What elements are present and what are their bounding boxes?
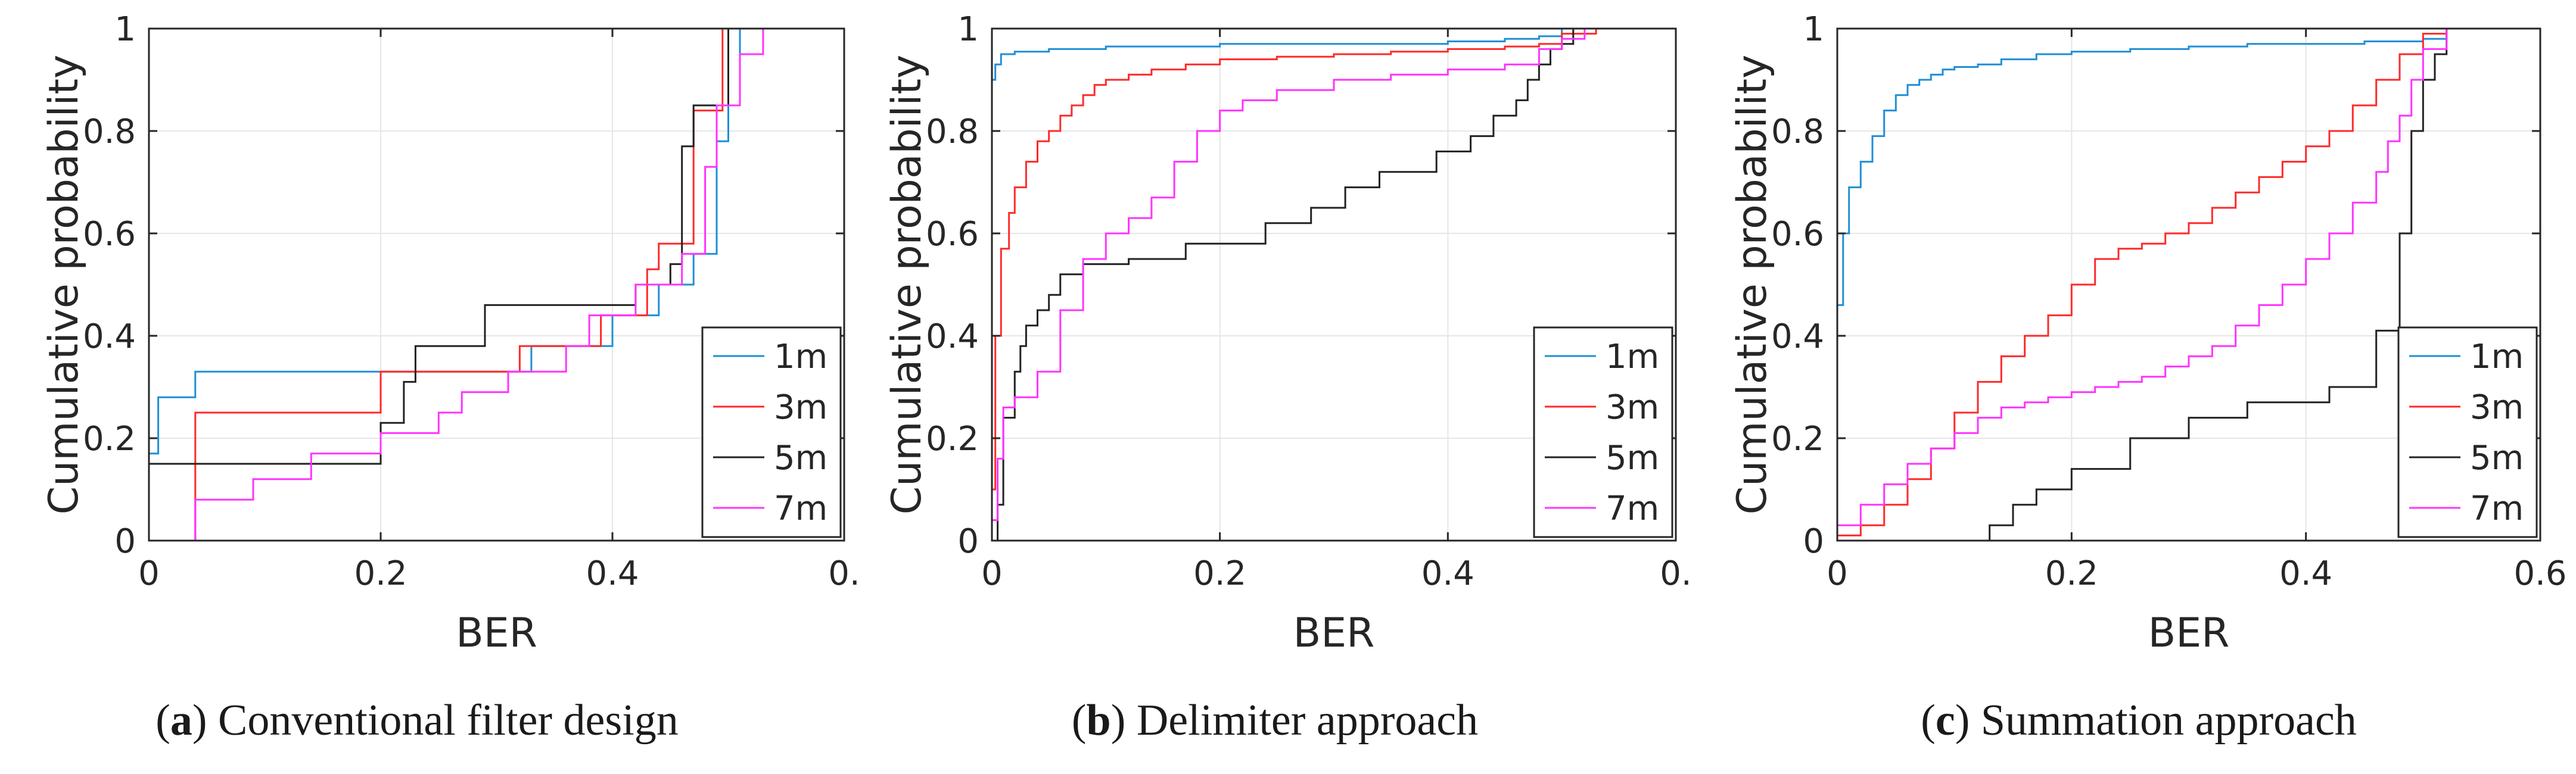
legend-label-3m: 3m [1606, 388, 1659, 427]
caption-c-letter: c [1935, 696, 1955, 745]
legend-label-5m: 5m [2470, 439, 2524, 477]
y-tick-label: 1 [1803, 10, 1824, 49]
legend-b [1533, 326, 1673, 538]
y-tick-label: 0.6 [83, 215, 136, 254]
x-tick-label: 0.6 [2513, 554, 2566, 593]
x-axis-label-c: BER [2148, 610, 2230, 657]
legend-label-3m: 3m [774, 388, 827, 427]
y-tick-label: 0.8 [926, 113, 979, 151]
x-tick-label: 0.4 [1421, 554, 1474, 593]
x-tick-label: 0. [1660, 554, 1691, 593]
legend-label-5m: 5m [774, 439, 827, 477]
y-tick-label: 0.4 [926, 317, 979, 356]
series-line-3m [154, 27, 763, 542]
caption-b-text: ) Delimiter approach [1110, 696, 1479, 745]
caption-c-text: ) Summation approach [1955, 696, 2357, 745]
y-axis-label-a: Cumulative probability [41, 55, 88, 515]
y-axis-label-b: Cumulative probability [883, 55, 931, 515]
x-tick-label: 0 [138, 554, 160, 593]
series-line-5m [992, 27, 1585, 542]
legend-a [701, 326, 842, 538]
series-line-3m [992, 29, 1597, 491]
series-line-7m [149, 29, 764, 542]
y-tick-label: 0.6 [926, 215, 979, 254]
axes-box-a [148, 27, 845, 542]
x-axis-label-a: BER [456, 610, 537, 657]
x-tick-label: 0.2 [2045, 554, 2098, 593]
legend-label-7m: 7m [2470, 489, 2524, 528]
y-tick-label: 0 [114, 522, 136, 561]
y-tick-label: 0.2 [1771, 420, 1824, 458]
y-tick-label: 0 [957, 522, 979, 561]
x-axis-label-b: BER [1293, 610, 1375, 657]
x-tick-label: 0.4 [2279, 554, 2332, 593]
series-line-7m [1837, 29, 2448, 526]
series-line-5m [149, 27, 740, 465]
caption-a-text: ) Conventional filter design [192, 696, 679, 745]
caption-a: (a) Conventional filter design [155, 696, 679, 745]
x-tick-label: 0. [828, 554, 860, 593]
caption-a-letter: a [170, 696, 192, 745]
x-tick-label: 0 [981, 554, 1003, 593]
axes-box-b [991, 27, 1677, 542]
series-line-1m [149, 27, 752, 455]
y-tick-label: 0.8 [1771, 113, 1824, 151]
legend-label-3m: 3m [2470, 388, 2524, 427]
chart-a: 0 0.2 0.4 0. 0 0.2 0.4 0.6 0.8 1 BER Cumulative pro… [41, 10, 860, 657]
x-tick-label: 0.4 [586, 554, 639, 593]
legend-label-5m: 5m [1606, 439, 1659, 477]
y-tick-label: 0.2 [83, 420, 136, 458]
series-line-1m [1837, 29, 2448, 306]
axes-box-c [1836, 27, 2541, 542]
y-tick-label: 1 [957, 10, 979, 49]
legend-label-7m: 7m [1606, 489, 1659, 528]
y-tick-label: 0.6 [1771, 215, 1824, 254]
legend-label-1m: 1m [2470, 338, 2524, 376]
legend-label-1m: 1m [1606, 338, 1659, 376]
y-tick-label: 0.8 [83, 113, 136, 151]
legend-c [2397, 326, 2538, 538]
y-tick-label: 0.4 [83, 317, 136, 356]
caption-b-letter: b [1086, 696, 1111, 745]
y-tick-label: 0 [1803, 522, 1824, 561]
y-axis-label-c: Cumulative probability [1729, 55, 1776, 515]
series-line-7m [992, 27, 1608, 522]
y-tick-label: 1 [114, 10, 136, 49]
caption-b: (b) Delimiter approach [1071, 696, 1479, 745]
y-tick-label: 0.4 [1771, 317, 1824, 356]
x-tick-label: 0.2 [1193, 554, 1246, 593]
series-line-1m [992, 27, 1597, 81]
chart-b: 0 0.2 0.4 0. 0 0.2 0.4 0.6 0.8 1 BER Cumulative pro… [883, 10, 1692, 657]
x-tick-label: 0.2 [354, 554, 407, 593]
chart-c: 0 0.2 0.4 0.6 0 0.2 0.4 0.6 0.8 1 BER Cumulative pr… [1729, 10, 2567, 657]
x-tick-label: 0 [1827, 554, 1848, 593]
legend-label-7m: 7m [774, 489, 827, 528]
caption-c: (c) Summation approach [1921, 696, 2357, 745]
legend-label-1m: 1m [774, 338, 827, 376]
y-tick-label: 0.2 [926, 420, 979, 458]
